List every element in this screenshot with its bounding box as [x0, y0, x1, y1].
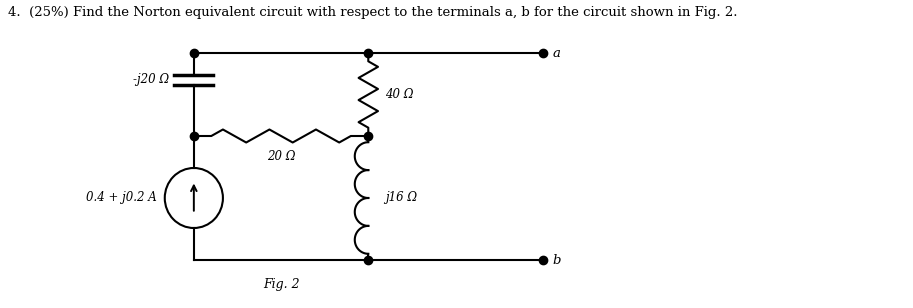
- Text: -j20 Ω: -j20 Ω: [133, 73, 170, 86]
- Text: 40 Ω: 40 Ω: [384, 88, 414, 101]
- Text: 0.4 + j0.2 A: 0.4 + j0.2 A: [86, 192, 157, 205]
- Text: 20 Ω: 20 Ω: [267, 150, 295, 163]
- Text: 4.  (25%) Find the Norton equivalent circuit with respect to the terminals a, b : 4. (25%) Find the Norton equivalent circ…: [7, 6, 738, 19]
- Text: a: a: [552, 47, 561, 59]
- Text: Fig. 2: Fig. 2: [263, 278, 299, 291]
- Text: b: b: [552, 253, 561, 266]
- Text: j16 Ω: j16 Ω: [384, 192, 417, 205]
